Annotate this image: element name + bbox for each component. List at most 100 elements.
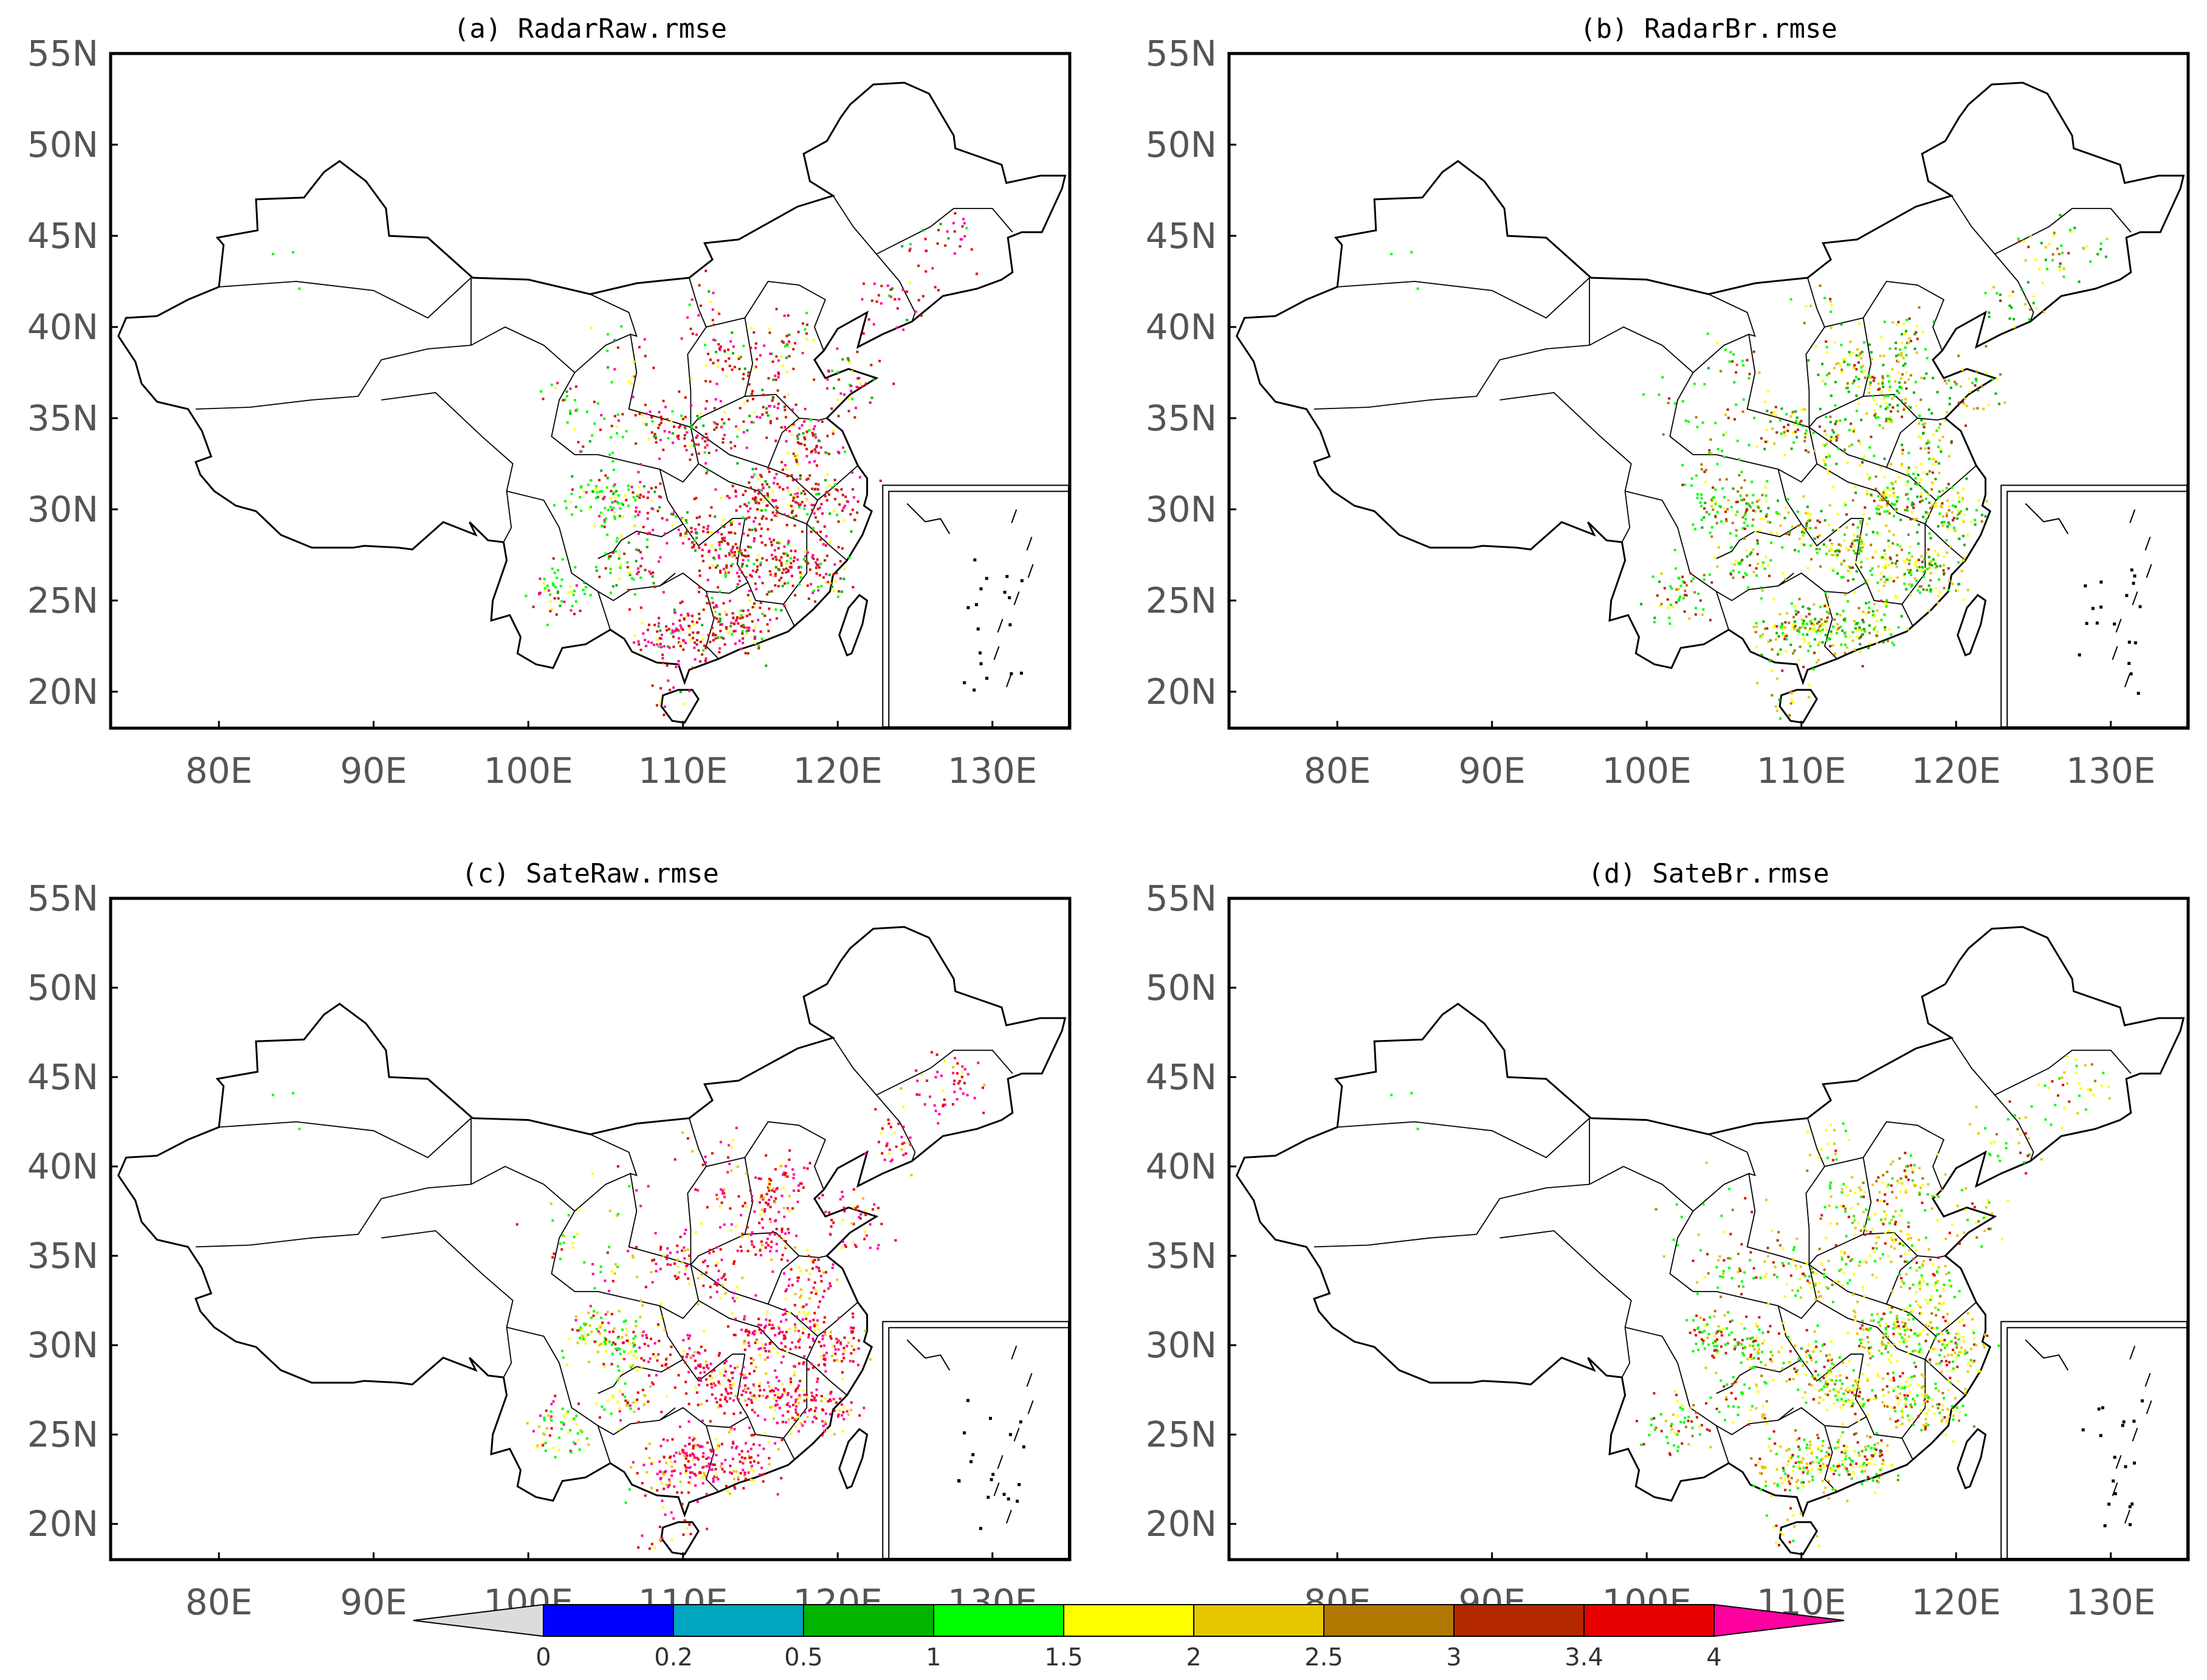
station-point — [784, 1345, 787, 1348]
station-point — [842, 1352, 845, 1355]
station-point — [1840, 343, 1843, 346]
station-point — [741, 616, 744, 619]
station-point — [1951, 582, 1954, 585]
station-point — [1936, 1403, 1938, 1406]
station-point — [777, 402, 780, 405]
station-point — [1885, 578, 1889, 581]
station-point — [786, 1403, 789, 1406]
station-point — [797, 442, 801, 445]
station-point — [1802, 1481, 1805, 1484]
station-point — [606, 1251, 609, 1254]
station-point — [1813, 603, 1816, 606]
station-point — [811, 1267, 814, 1270]
station-point — [763, 344, 766, 347]
station-point — [909, 1136, 912, 1139]
station-point — [794, 1326, 797, 1329]
station-point — [807, 1312, 810, 1315]
station-point — [1695, 474, 1698, 477]
station-point — [618, 1377, 621, 1380]
station-point — [764, 1343, 767, 1346]
station-point — [808, 1409, 811, 1412]
station-point — [685, 449, 688, 452]
station-point — [743, 1318, 746, 1321]
station-point — [780, 1258, 783, 1261]
station-point — [570, 590, 573, 593]
station-point — [1776, 1484, 1779, 1487]
station-point — [1884, 407, 1887, 410]
station-point — [831, 1345, 835, 1348]
station-point — [768, 331, 771, 334]
station-point — [702, 560, 705, 563]
station-point — [837, 595, 839, 598]
station-point — [764, 543, 767, 546]
station-point — [692, 1435, 695, 1438]
station-point — [737, 575, 740, 578]
station-point — [712, 633, 715, 636]
station-point — [611, 452, 615, 454]
station-point — [822, 1295, 825, 1298]
station-point — [809, 1326, 812, 1329]
hainan-outline — [660, 689, 700, 724]
station-point — [742, 373, 745, 376]
station-point — [794, 514, 797, 517]
station-point — [1735, 514, 1738, 517]
station-point — [684, 1228, 687, 1231]
station-point — [631, 375, 634, 378]
station-point — [681, 542, 684, 545]
station-point — [1905, 1165, 1908, 1168]
station-point — [1771, 648, 1774, 651]
station-point — [1853, 379, 1856, 382]
station-point — [1851, 351, 1854, 354]
station-point — [917, 298, 920, 301]
station-point — [635, 560, 638, 563]
station-point — [1913, 1362, 1916, 1365]
station-point — [1862, 371, 1865, 374]
station-point — [721, 538, 725, 541]
station-point — [962, 1092, 965, 1095]
station-point — [777, 376, 780, 379]
station-point — [719, 1248, 722, 1251]
station-point — [904, 1152, 907, 1155]
station-point — [734, 642, 737, 645]
station-point — [713, 407, 716, 410]
station-point — [708, 1251, 711, 1255]
station-point — [961, 1065, 964, 1068]
station-point — [1740, 498, 1743, 501]
station-point — [569, 585, 572, 588]
station-point — [703, 1474, 706, 1477]
station-point — [970, 248, 973, 251]
station-point — [1834, 550, 1837, 553]
station-point — [770, 1327, 773, 1330]
station-point — [1875, 487, 1878, 491]
station-point — [794, 494, 796, 497]
station-point — [1785, 638, 1788, 641]
station-point — [711, 308, 714, 311]
station-point — [1864, 582, 1867, 585]
station-point — [679, 532, 682, 535]
station-point — [1944, 1433, 1947, 1436]
station-point — [652, 1383, 655, 1386]
station-point — [635, 493, 638, 496]
station-point — [817, 1258, 820, 1261]
station-point — [805, 560, 808, 563]
station-point — [1685, 1319, 1689, 1321]
station-point — [642, 485, 646, 488]
station-point — [1827, 596, 1830, 599]
station-point — [679, 424, 682, 427]
station-point — [704, 543, 707, 546]
station-point — [1960, 510, 1962, 513]
station-point — [1779, 648, 1782, 651]
station-point — [749, 1447, 752, 1450]
province-border — [590, 294, 638, 337]
station-point — [787, 543, 790, 546]
station-point — [854, 1244, 856, 1247]
station-point — [929, 1095, 932, 1098]
station-point — [729, 447, 732, 450]
station-point — [566, 1410, 570, 1413]
station-point — [604, 520, 607, 523]
station-point — [1895, 565, 1898, 568]
station-point — [1871, 531, 1875, 534]
station-point — [1704, 501, 1707, 504]
station-point — [747, 501, 750, 504]
station-point — [745, 1403, 748, 1406]
